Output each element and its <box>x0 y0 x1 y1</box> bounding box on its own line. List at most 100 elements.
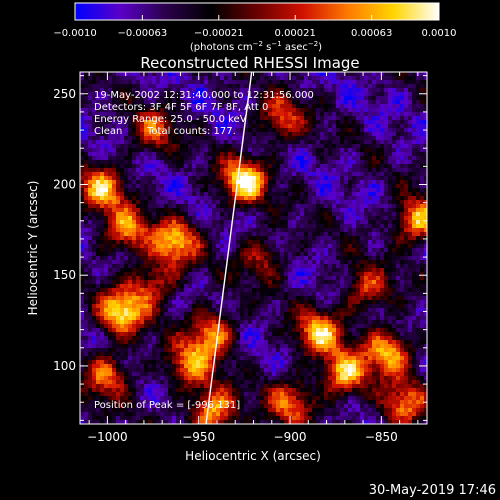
heatmap-cell <box>308 264 312 268</box>
heatmap-cell <box>400 168 404 172</box>
heatmap-cell <box>304 192 308 196</box>
heatmap-cell <box>204 208 208 212</box>
heatmap-cell <box>392 72 396 76</box>
heatmap-cell <box>272 200 276 204</box>
heatmap-cell <box>392 168 396 172</box>
heatmap-cell <box>152 256 156 260</box>
heatmap-cell <box>200 248 204 252</box>
heatmap-cell <box>184 260 188 264</box>
heatmap-cell <box>152 124 156 128</box>
heatmap-cell <box>108 296 112 300</box>
heatmap-cell <box>92 244 96 248</box>
heatmap-cell <box>320 76 324 80</box>
heatmap-cell <box>424 108 427 112</box>
heatmap-cell <box>144 268 148 272</box>
heatmap-cell <box>336 228 340 232</box>
heatmap-cell <box>416 204 420 208</box>
heatmap-cell <box>180 204 184 208</box>
heatmap-cell <box>200 128 204 132</box>
heatmap-cell <box>244 168 248 172</box>
heatmap-cell <box>148 164 152 168</box>
heatmap-cell <box>236 112 240 116</box>
heatmap-cell <box>400 244 404 248</box>
heatmap-cell <box>288 296 292 300</box>
heatmap-cell <box>292 88 296 92</box>
heatmap-cell <box>336 168 340 172</box>
heatmap-cell <box>136 180 140 184</box>
heatmap-cell <box>392 140 396 144</box>
heatmap-cell <box>108 124 112 128</box>
heatmap-cell <box>80 96 84 100</box>
heatmap-cell <box>240 240 244 244</box>
heatmap-cell <box>376 176 380 180</box>
heatmap-cell <box>160 176 164 180</box>
heatmap-cell <box>260 232 264 236</box>
heatmap-cell <box>368 216 372 220</box>
heatmap-cell <box>260 228 264 232</box>
heatmap-cell <box>232 220 236 224</box>
heatmap-cell <box>256 224 260 228</box>
heatmap-cell <box>200 168 204 172</box>
heatmap-cell <box>248 168 252 172</box>
heatmap-cell <box>376 84 380 88</box>
heatmap-cell <box>80 172 84 176</box>
heatmap-cell <box>256 84 260 88</box>
heatmap-cell <box>392 260 396 264</box>
heatmap-cell <box>172 180 176 184</box>
heatmap-cell <box>424 200 427 204</box>
heatmap-cell <box>340 152 344 156</box>
heatmap-cell <box>332 204 336 208</box>
heatmap-cell <box>152 232 156 236</box>
heatmap-cell <box>228 144 232 148</box>
heatmap-cell <box>100 124 104 128</box>
heatmap-cell <box>392 200 396 204</box>
heatmap-cell <box>420 180 424 184</box>
heatmap-cell <box>276 108 280 112</box>
heatmap-cell <box>180 76 184 80</box>
heatmap-cell <box>236 248 240 252</box>
heatmap-cell <box>332 184 336 188</box>
heatmap-cell <box>340 132 344 136</box>
heatmap-cell <box>104 268 108 272</box>
heatmap-cell <box>380 296 384 300</box>
heatmap-cell <box>328 84 332 88</box>
heatmap-cell <box>352 96 356 100</box>
heatmap-cell <box>284 216 288 220</box>
heatmap-cell <box>148 100 152 104</box>
heatmap-cell <box>276 164 280 168</box>
heatmap-cell <box>276 156 280 160</box>
heatmap-cell <box>116 288 120 292</box>
heatmap-cell <box>172 296 176 300</box>
heatmap-cell <box>80 168 84 172</box>
heatmap-cell <box>200 160 204 164</box>
heatmap-cell <box>328 240 332 244</box>
heatmap-cell <box>268 256 272 260</box>
heatmap-cell <box>192 136 196 140</box>
heatmap-cell <box>324 92 328 96</box>
heatmap-cell <box>160 128 164 132</box>
heatmap-cell <box>144 300 148 304</box>
heatmap-cell <box>124 212 128 216</box>
heatmap-cell <box>268 180 272 184</box>
heatmap-cell <box>252 284 256 288</box>
heatmap-cell <box>184 76 188 80</box>
heatmap-cell <box>236 280 240 284</box>
heatmap-cell <box>304 204 308 208</box>
heatmap-cell <box>196 76 200 80</box>
heatmap-cell <box>176 132 180 136</box>
heatmap-cell <box>184 272 188 276</box>
heatmap-cell <box>164 112 168 116</box>
heatmap-cell <box>156 80 160 84</box>
heatmap-cell <box>300 192 304 196</box>
heatmap-cell <box>88 224 92 228</box>
heatmap-cell <box>112 160 116 164</box>
heatmap-cell <box>332 272 336 276</box>
heatmap-cell <box>132 164 136 168</box>
heatmap-cell <box>180 288 184 292</box>
heatmap-cell <box>344 124 348 128</box>
heatmap-cell <box>356 192 360 196</box>
heatmap-cell <box>288 128 292 132</box>
heatmap-cell <box>196 156 200 160</box>
heatmap-cell <box>280 136 284 140</box>
heatmap-cell <box>336 296 340 300</box>
